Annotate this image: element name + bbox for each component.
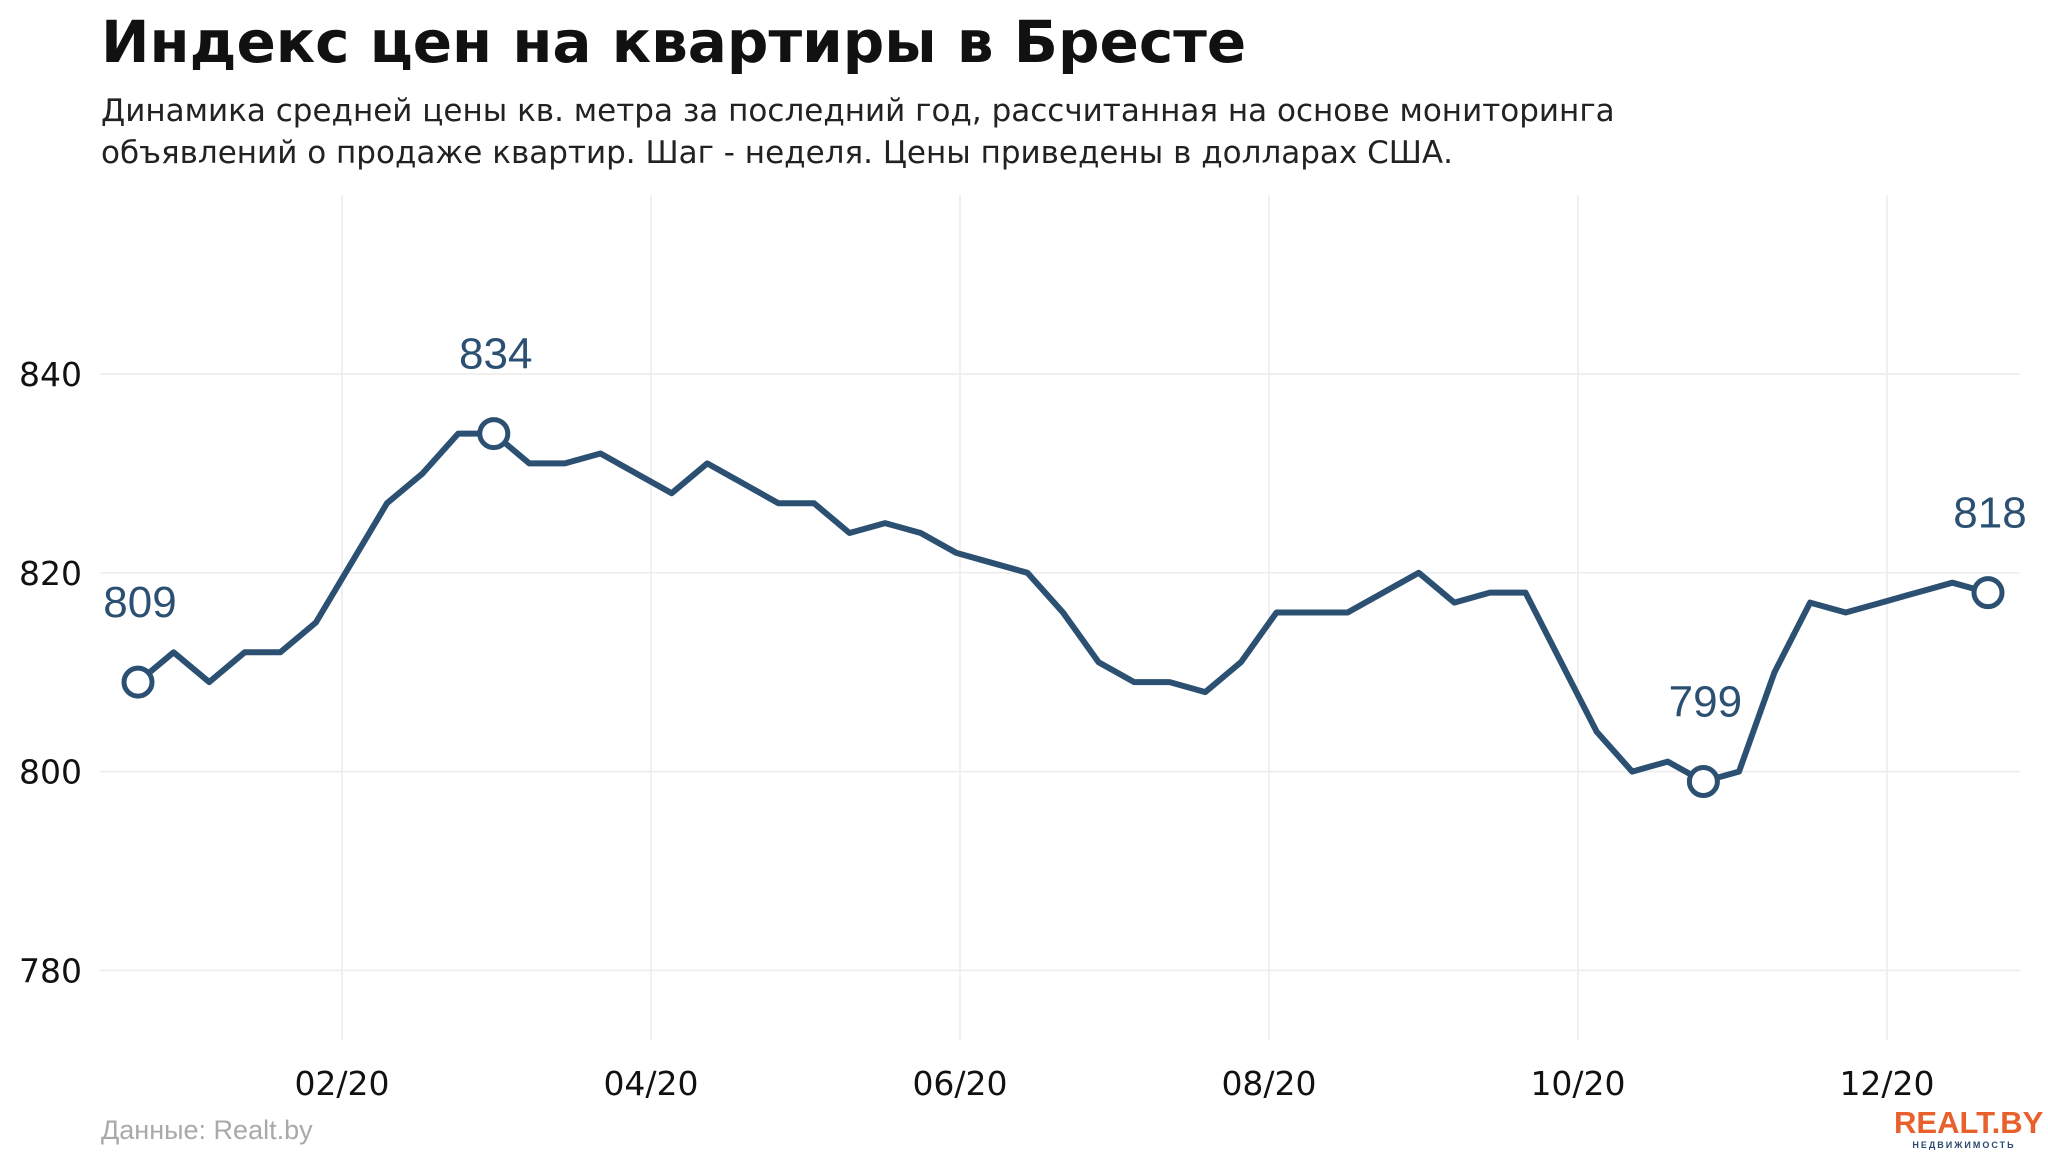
x-tick-label: 02/20 [294,1064,389,1103]
y-tick-label: 820 [19,554,82,593]
x-tick-label: 08/20 [1221,1064,1316,1103]
subtitle-line-1: Динамика средней цены кв. метра за после… [101,93,1615,129]
x-tick-label: 04/20 [603,1064,698,1103]
subtitle-line-2: объявлений о продаже квартир. Шаг - неде… [101,135,1453,171]
realt-logo: REALT.BY НЕДВИЖИМОСТЬ [1894,1105,2044,1151]
logo-wordmark: REALT.BY [1894,1105,2044,1140]
highlight-point [121,665,155,699]
highlight-value-label: 834 [459,330,532,379]
highlight-point [1971,576,2005,610]
logo-tagline: НЕДВИЖИМОСТЬ [1912,1140,2016,1150]
y-tick-label: 840 [19,355,82,394]
x-tick-label: 12/20 [1839,1064,1934,1103]
data-source: Данные: Realt.by [101,1115,313,1145]
highlight-value-label: 809 [103,578,176,627]
price-series-line [135,430,1991,785]
y-tick-label: 800 [19,753,82,792]
x-tick-label: 10/20 [1530,1064,1625,1103]
y-tick-label: 780 [19,951,82,990]
highlight-value-label: 799 [1669,678,1742,727]
highlight-point [1686,765,1720,799]
chart-subtitle: Динамика средней цены кв. метра за после… [101,90,1901,174]
highlight-point [477,417,511,451]
highlight-value-label: 818 [1953,489,2026,538]
chart-title: Индекс цен на квартиры в Бресте [101,8,1247,76]
x-tick-label: 06/20 [912,1064,1007,1103]
